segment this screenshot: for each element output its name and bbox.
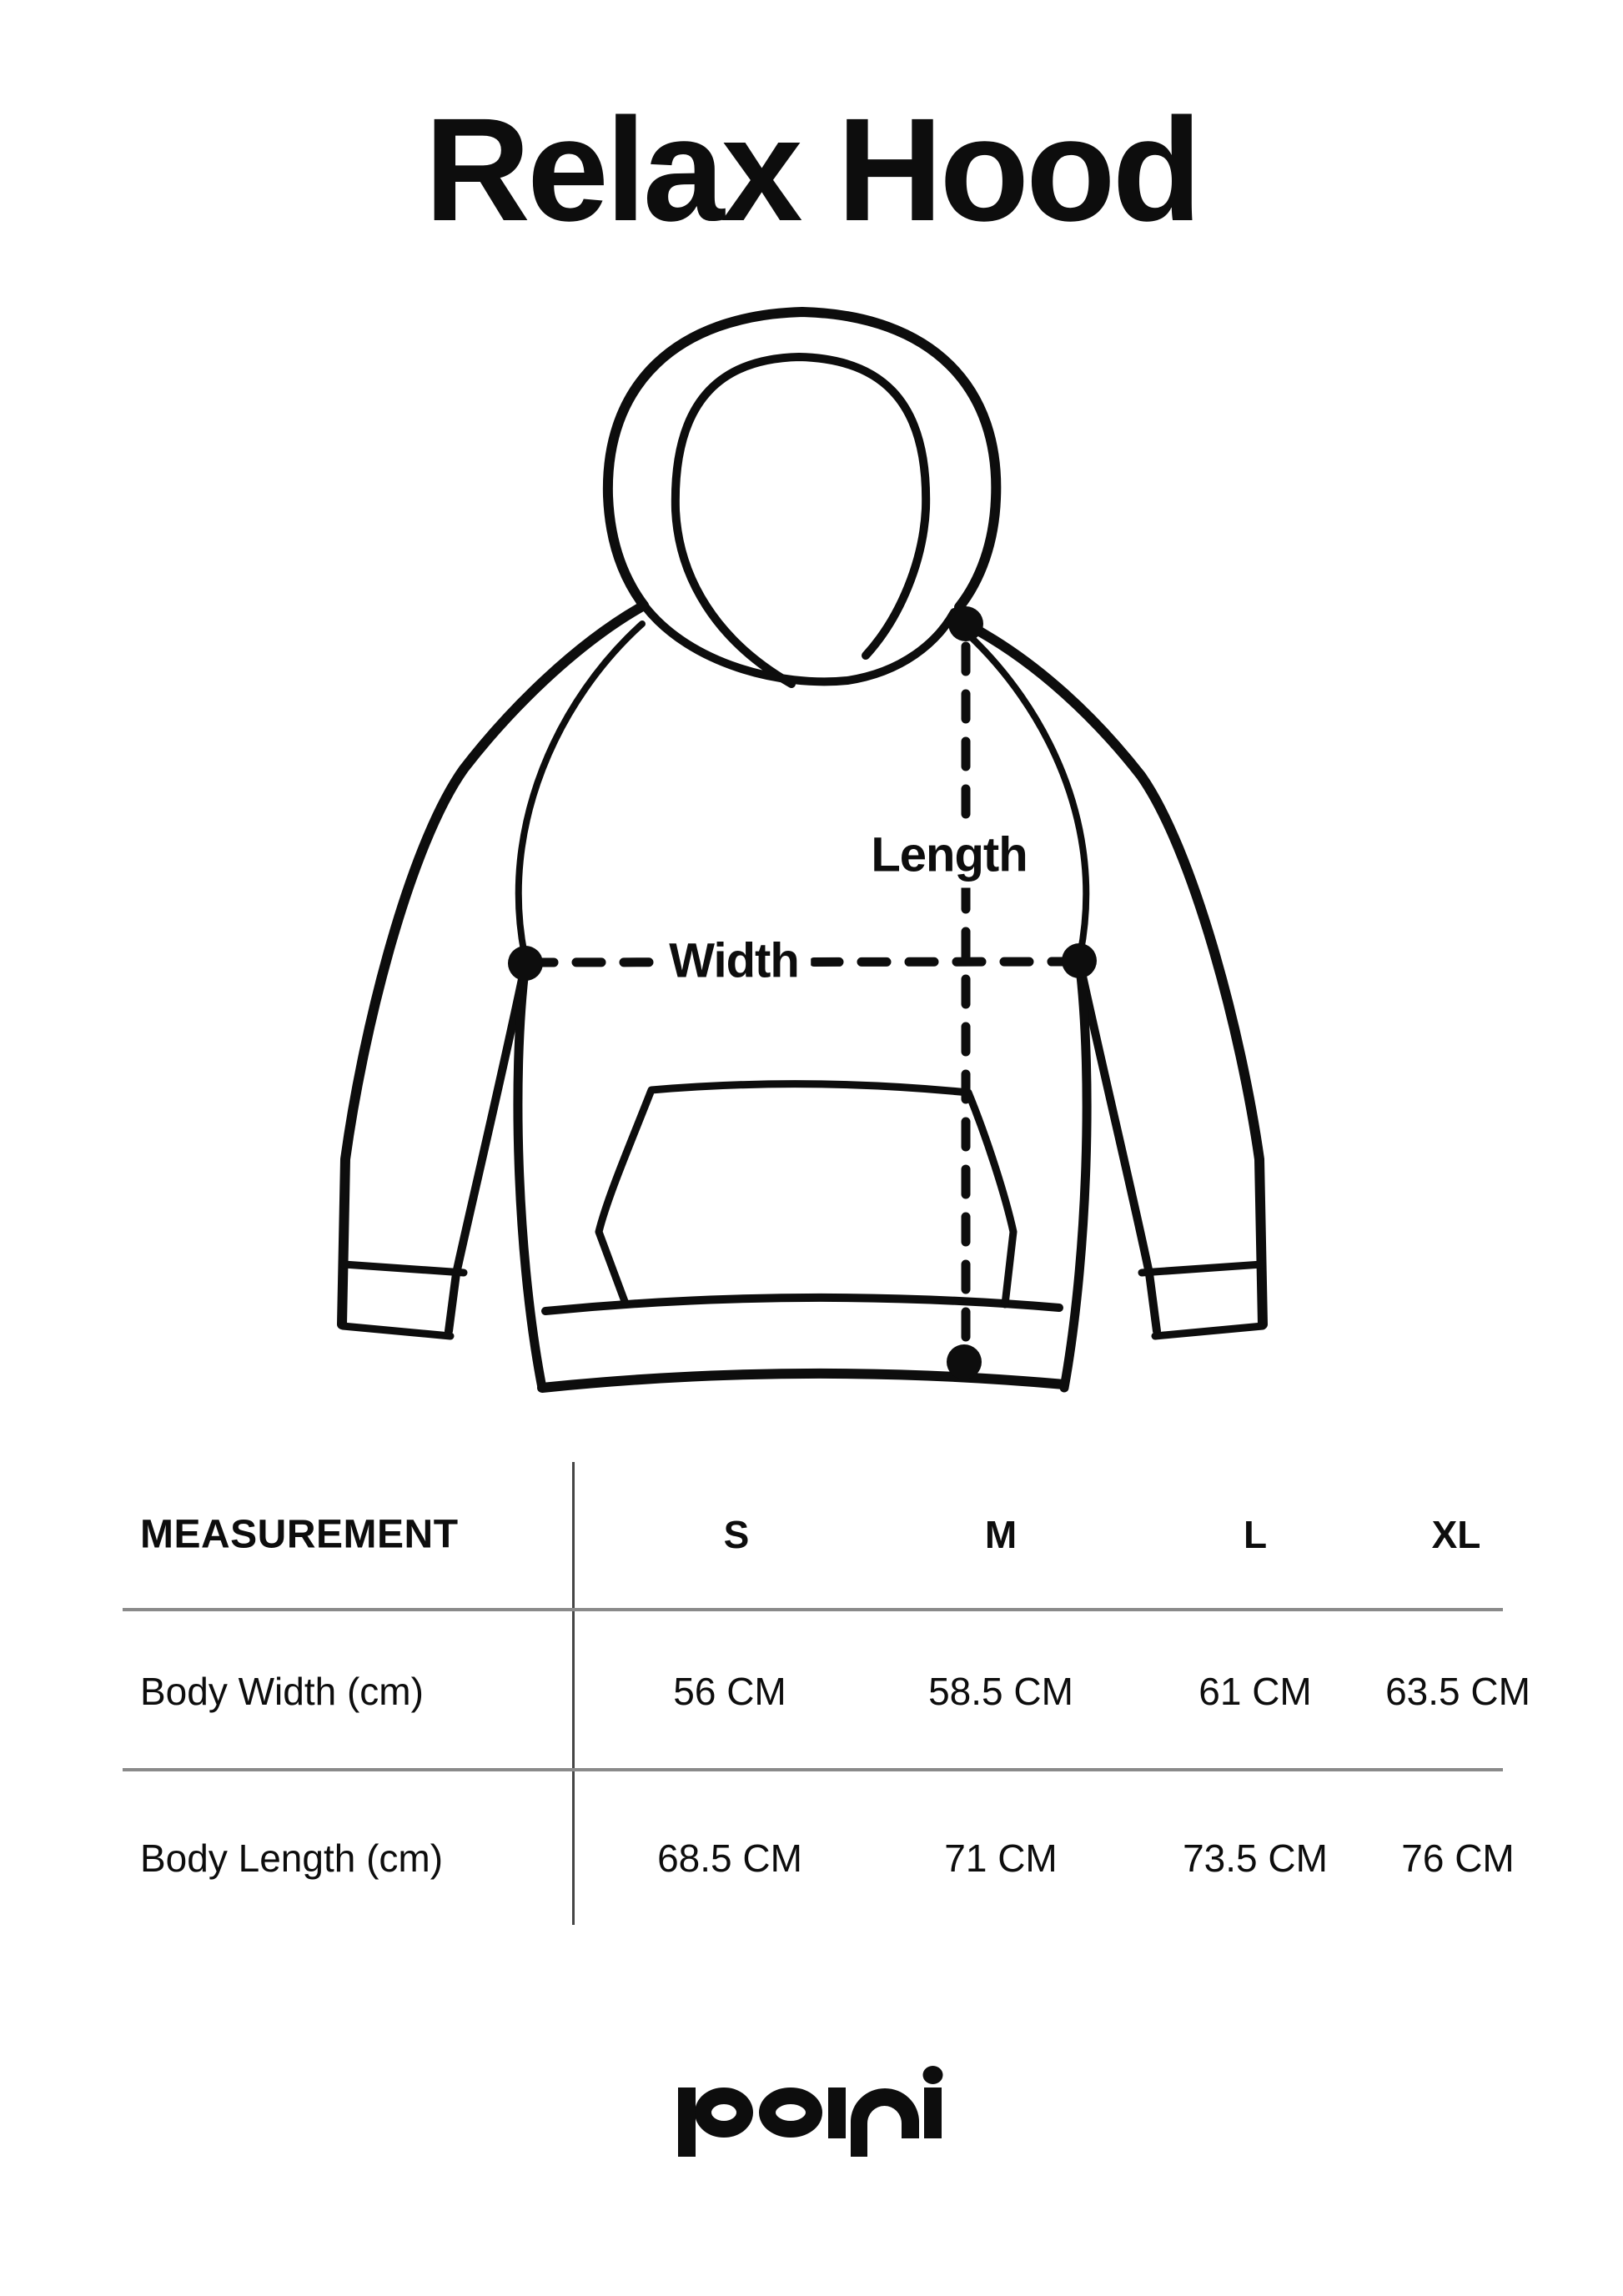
left-sleeve-outline <box>337 600 649 1329</box>
hem-top-edge <box>541 1293 1063 1315</box>
left-cuff <box>339 1260 468 1340</box>
right-cuff <box>1138 1260 1267 1340</box>
table-vertical-divider <box>572 1462 575 1925</box>
width-left-dot <box>508 946 543 981</box>
cell-body-width-m: 58.5 CM <box>928 1670 1073 1713</box>
hem-bottom-edge <box>537 1368 1069 1393</box>
hood-opening <box>671 353 931 688</box>
row-label-body-width: Body Width (cm) <box>140 1670 424 1713</box>
cell-body-length-s: 68.5 CM <box>657 1836 802 1880</box>
left-body-side <box>513 958 547 1393</box>
brand-logo <box>678 2066 943 2157</box>
column-header-l: L <box>1243 1513 1268 1556</box>
cell-body-length-m: 71 CM <box>944 1836 1058 1880</box>
page-title: Relax Hood <box>424 88 1202 252</box>
left-sleeve-underseam <box>445 959 530 1335</box>
cell-body-width-xl: 63.5 CM <box>1385 1670 1530 1713</box>
width-label: Width <box>657 927 811 994</box>
table-rule-header <box>123 1608 1503 1611</box>
column-header-s: S <box>723 1513 750 1556</box>
cell-body-length-xl: 76 CM <box>1401 1836 1515 1880</box>
column-header-m: M <box>984 1513 1018 1556</box>
length-top-dot <box>948 606 983 641</box>
cell-body-width-l: 61 CM <box>1198 1670 1312 1713</box>
right-sleeve-outline <box>961 619 1268 1329</box>
neckline-crossover <box>641 603 958 686</box>
hood-outline <box>602 307 1002 612</box>
cell-body-width-s: 56 CM <box>673 1670 786 1713</box>
column-header-xl: XL <box>1431 1513 1481 1556</box>
cell-body-length-l: 73.5 CM <box>1183 1836 1328 1880</box>
table-rule-row <box>123 1768 1503 1771</box>
length-bottom-dot <box>947 1344 982 1379</box>
length-label: Length <box>859 821 1039 888</box>
row-label-body-length: Body Length (cm) <box>140 1836 444 1880</box>
left-armhole-seam <box>515 620 646 962</box>
column-header-measurement: MEASUREMENT <box>140 1512 459 1557</box>
right-armhole-seam <box>964 631 1090 962</box>
right-sleeve-underseam <box>1075 957 1161 1335</box>
right-body-side <box>1059 956 1092 1393</box>
brand-logo-glyphs <box>678 2066 943 2157</box>
pocket-outline <box>595 1080 1018 1309</box>
width-right-dot <box>1062 943 1097 978</box>
